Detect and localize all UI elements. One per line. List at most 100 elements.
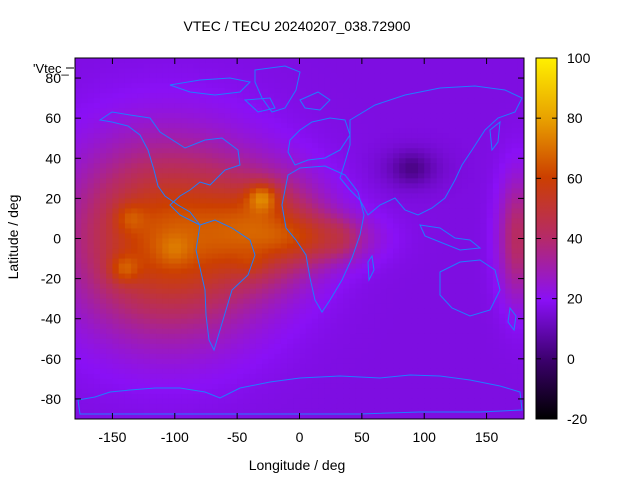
heatmap-cell [149, 273, 157, 280]
heatmap-cell [324, 393, 332, 400]
heatmap-cell [492, 283, 500, 290]
heatmap-cell [393, 113, 400, 119]
heatmap-cell [230, 93, 238, 99]
heatmap-cell [349, 268, 357, 274]
heatmap-cell [355, 243, 363, 249]
heatmap-cell [299, 193, 307, 199]
heatmap-cell [399, 163, 406, 169]
heatmap-cell [193, 153, 201, 159]
heatmap-cell [380, 98, 388, 104]
heatmap-cell [174, 383, 182, 390]
heatmap-cell [336, 388, 344, 395]
heatmap-cell [299, 313, 307, 320]
heatmap-cell [181, 233, 188, 239]
heatmap-cell [218, 183, 226, 189]
heatmap-cell [405, 278, 413, 285]
heatmap-cell [380, 283, 388, 290]
heatmap-cell [461, 148, 469, 154]
heatmap-cell [399, 183, 406, 189]
heatmap-cell [268, 118, 275, 124]
heatmap-cell [368, 303, 375, 310]
heatmap-cell [449, 293, 456, 300]
heatmap-cell [143, 403, 151, 410]
heatmap-cell [174, 388, 182, 395]
heatmap-cell [243, 158, 251, 164]
heatmap-cell [380, 253, 388, 259]
heatmap-cell [174, 58, 182, 64]
heatmap-cell [355, 68, 363, 74]
heatmap-cell [75, 378, 82, 385]
heatmap-cell [237, 233, 244, 239]
heatmap-cell [268, 103, 275, 109]
heatmap-cell [293, 203, 300, 209]
heatmap-cell [162, 188, 169, 194]
heatmap-cell [499, 88, 506, 94]
heatmap-cell [311, 68, 319, 74]
heatmap-cell [218, 238, 226, 244]
heatmap-cell [112, 383, 120, 390]
heatmap-cell [187, 343, 194, 350]
heatmap-cell [299, 213, 307, 219]
heatmap-cell [386, 223, 394, 229]
heatmap-cell [274, 343, 282, 350]
heatmap-cell [93, 368, 101, 375]
heatmap-cell [106, 348, 113, 355]
heatmap-cell [212, 403, 219, 410]
heatmap-cell [149, 118, 157, 124]
heatmap-cell [274, 248, 282, 254]
heatmap-cell [374, 388, 381, 395]
heatmap-cell [168, 278, 176, 285]
heatmap-cell [243, 93, 251, 99]
heatmap-cell [486, 258, 494, 264]
heatmap-cell [99, 103, 107, 109]
heatmap-cell [505, 183, 512, 189]
heatmap-cell [336, 243, 344, 249]
heatmap-cell [112, 368, 120, 375]
heatmap-cell [124, 108, 132, 114]
heatmap-cell [224, 133, 232, 139]
heatmap-cell [249, 218, 257, 224]
heatmap-cell [199, 233, 207, 239]
heatmap-cell [156, 163, 163, 169]
heatmap-cell [287, 168, 294, 174]
heatmap-cell [399, 168, 406, 174]
heatmap-cell [199, 93, 207, 99]
heatmap-cell [274, 73, 282, 79]
heatmap-cell [455, 63, 463, 69]
heatmap-cell [361, 73, 369, 79]
heatmap-cell [255, 268, 263, 274]
heatmap-cell [162, 178, 169, 184]
heatmap-cell [505, 338, 512, 345]
heatmap-cell [505, 88, 512, 94]
heatmap-cell [268, 173, 275, 179]
heatmap-cell [318, 278, 325, 285]
heatmap-cell [181, 118, 188, 124]
heatmap-cell [137, 383, 144, 390]
heatmap-cell [249, 238, 257, 244]
heatmap-cell [249, 133, 257, 139]
heatmap-cell [311, 393, 319, 400]
heatmap-cell [330, 288, 338, 295]
heatmap-cell [399, 253, 406, 259]
heatmap-cell [324, 103, 332, 109]
heatmap-cell [405, 303, 413, 310]
heatmap-cell [230, 363, 238, 370]
heatmap-cell [324, 253, 332, 259]
heatmap-cell [305, 128, 313, 134]
heatmap-cell [449, 83, 456, 89]
heatmap-cell [411, 108, 419, 114]
heatmap-cell [492, 288, 500, 295]
heatmap-cell [355, 133, 363, 139]
heatmap-cell [162, 318, 169, 325]
heatmap-cell [467, 188, 475, 194]
heatmap-cell [293, 253, 300, 259]
heatmap-cell [137, 333, 144, 340]
heatmap-cell [274, 293, 282, 300]
heatmap-cell [87, 138, 95, 144]
heatmap-cell [243, 278, 251, 285]
heatmap-cell [106, 123, 113, 129]
heatmap-cell [118, 143, 126, 149]
heatmap-cell [511, 153, 519, 159]
heatmap-cell [480, 203, 487, 209]
heatmap-cell [137, 298, 144, 305]
